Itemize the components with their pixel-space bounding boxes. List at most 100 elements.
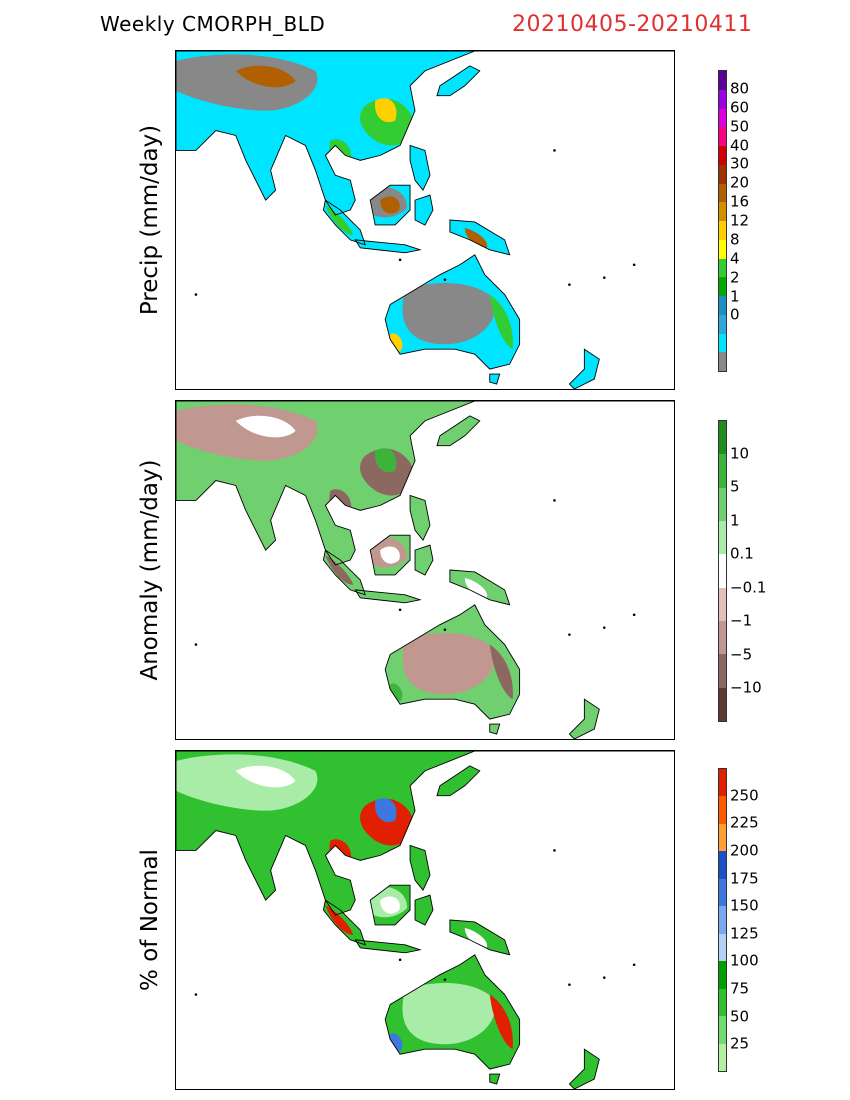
island-dot: [194, 643, 198, 646]
coastline-java: [354, 589, 422, 604]
field-region: [464, 927, 488, 948]
colorbar-swatch: [719, 961, 726, 989]
colorbar-swatch: [719, 89, 726, 109]
colorbar-tick-label: 40: [730, 136, 750, 154]
colorbar-swatch: [719, 333, 726, 353]
landmass-java: [355, 939, 421, 953]
coastline-sumatra: [322, 899, 366, 946]
coastline-borneo: [369, 534, 411, 576]
coastline-japan: [436, 415, 481, 447]
colorbar-tick-label: 250: [730, 786, 759, 805]
colorbar-swatch: [719, 352, 726, 371]
coastline-japan: [436, 765, 481, 797]
field-region: [176, 404, 318, 461]
island-dot: [553, 849, 556, 852]
field-region: [402, 633, 496, 695]
anomaly-axis-label: Anomaly (mm/day): [137, 459, 163, 681]
field-region: [489, 294, 513, 350]
coastline-tas: [489, 1073, 501, 1085]
percent-map: [175, 750, 675, 1090]
colorbar-tick-label: 200: [730, 841, 759, 860]
landmass-java: [355, 589, 421, 603]
island-dot: [632, 963, 636, 967]
field-region: [325, 205, 354, 235]
island-dot: [602, 276, 606, 279]
island-dot: [398, 958, 402, 962]
colorbar-swatch: [719, 146, 726, 165]
colorbar-swatch: [719, 796, 726, 824]
colorbar-swatch: [719, 421, 726, 455]
island-dot: [398, 258, 402, 262]
field-region: [374, 98, 397, 123]
coastline-sulawesi: [414, 544, 434, 576]
colorbar-tick-label: 5: [730, 477, 740, 496]
field-region: [325, 905, 354, 935]
colorbar-tick-label: 25: [730, 1034, 750, 1053]
colorbar-swatch: [719, 314, 726, 334]
coastline-java: [354, 239, 422, 254]
coastline-tas: [489, 723, 501, 735]
coastline-aus: [384, 604, 521, 720]
island-dot: [194, 993, 198, 996]
island-dot: [632, 613, 636, 617]
field-region: [464, 227, 488, 248]
precip-axis-label: Precip (mm/day): [137, 124, 163, 316]
precip-map: [175, 50, 675, 390]
colorbar-swatch: [719, 164, 726, 184]
colorbar-tick-label: 60: [730, 98, 750, 117]
island-dot: [602, 976, 606, 979]
colorbar-swatch: [719, 620, 726, 655]
island-dot: [398, 608, 402, 612]
field-region: [464, 577, 488, 598]
coastline-tas: [489, 373, 501, 385]
field-region: [235, 415, 296, 438]
field-region: [235, 765, 296, 788]
coastline-png: [449, 219, 511, 256]
field-region: [176, 754, 318, 811]
colorbar-swatch: [719, 202, 726, 221]
colorbar-tick-label: 75: [730, 979, 750, 998]
anomaly-colorbar: [718, 420, 727, 722]
coastline-phil: [409, 844, 431, 892]
colorbar-tick-label: 10: [730, 444, 750, 463]
coastline-png: [449, 569, 511, 606]
colorbar-tick-label: 175: [730, 869, 759, 888]
colorbar-tick-label: 100: [730, 951, 759, 970]
colorbar-tick-label: 30: [730, 154, 750, 173]
field-region: [402, 283, 496, 345]
field-region: [402, 983, 496, 1045]
field-region: [374, 448, 397, 473]
coastline-phil: [409, 144, 431, 192]
colorbar-tick-label: −1: [730, 611, 753, 630]
colorbar-tick-label: 150: [730, 896, 759, 915]
island-dot: [194, 293, 198, 296]
colorbar-tick-label: 1: [730, 287, 740, 305]
colorbar-tick-label: 20: [730, 173, 750, 192]
colorbar-swatch: [719, 654, 726, 688]
coastline-nz: [568, 698, 600, 739]
colorbar-swatch: [719, 520, 726, 555]
coastline-aus: [384, 954, 521, 1070]
colorbar-tick-label: 2: [730, 268, 740, 287]
colorbar-tick-label: 0.1: [730, 544, 754, 563]
coastline-nz: [568, 348, 600, 389]
field-region: [489, 644, 513, 700]
island-dot: [568, 283, 571, 286]
date-range: 20210405-20210411: [512, 12, 753, 37]
colorbar-tick-label: 50: [730, 117, 750, 136]
coastline-java: [354, 939, 422, 954]
coastline-japan: [436, 65, 481, 97]
field-region: [389, 683, 403, 702]
coastline-asia: [176, 401, 674, 566]
island-dot: [553, 149, 556, 152]
landmass-java: [355, 239, 421, 253]
island-dot: [632, 263, 636, 267]
colorbar-swatch: [719, 183, 726, 203]
colorbar-tick-label: 80: [730, 79, 750, 98]
colorbar-swatch: [719, 554, 726, 588]
field-region: [380, 546, 400, 564]
island-dot: [568, 633, 571, 636]
landmass-japan: [436, 65, 480, 96]
colorbar-tick-label: −10: [730, 678, 762, 697]
field-region: [235, 65, 296, 88]
